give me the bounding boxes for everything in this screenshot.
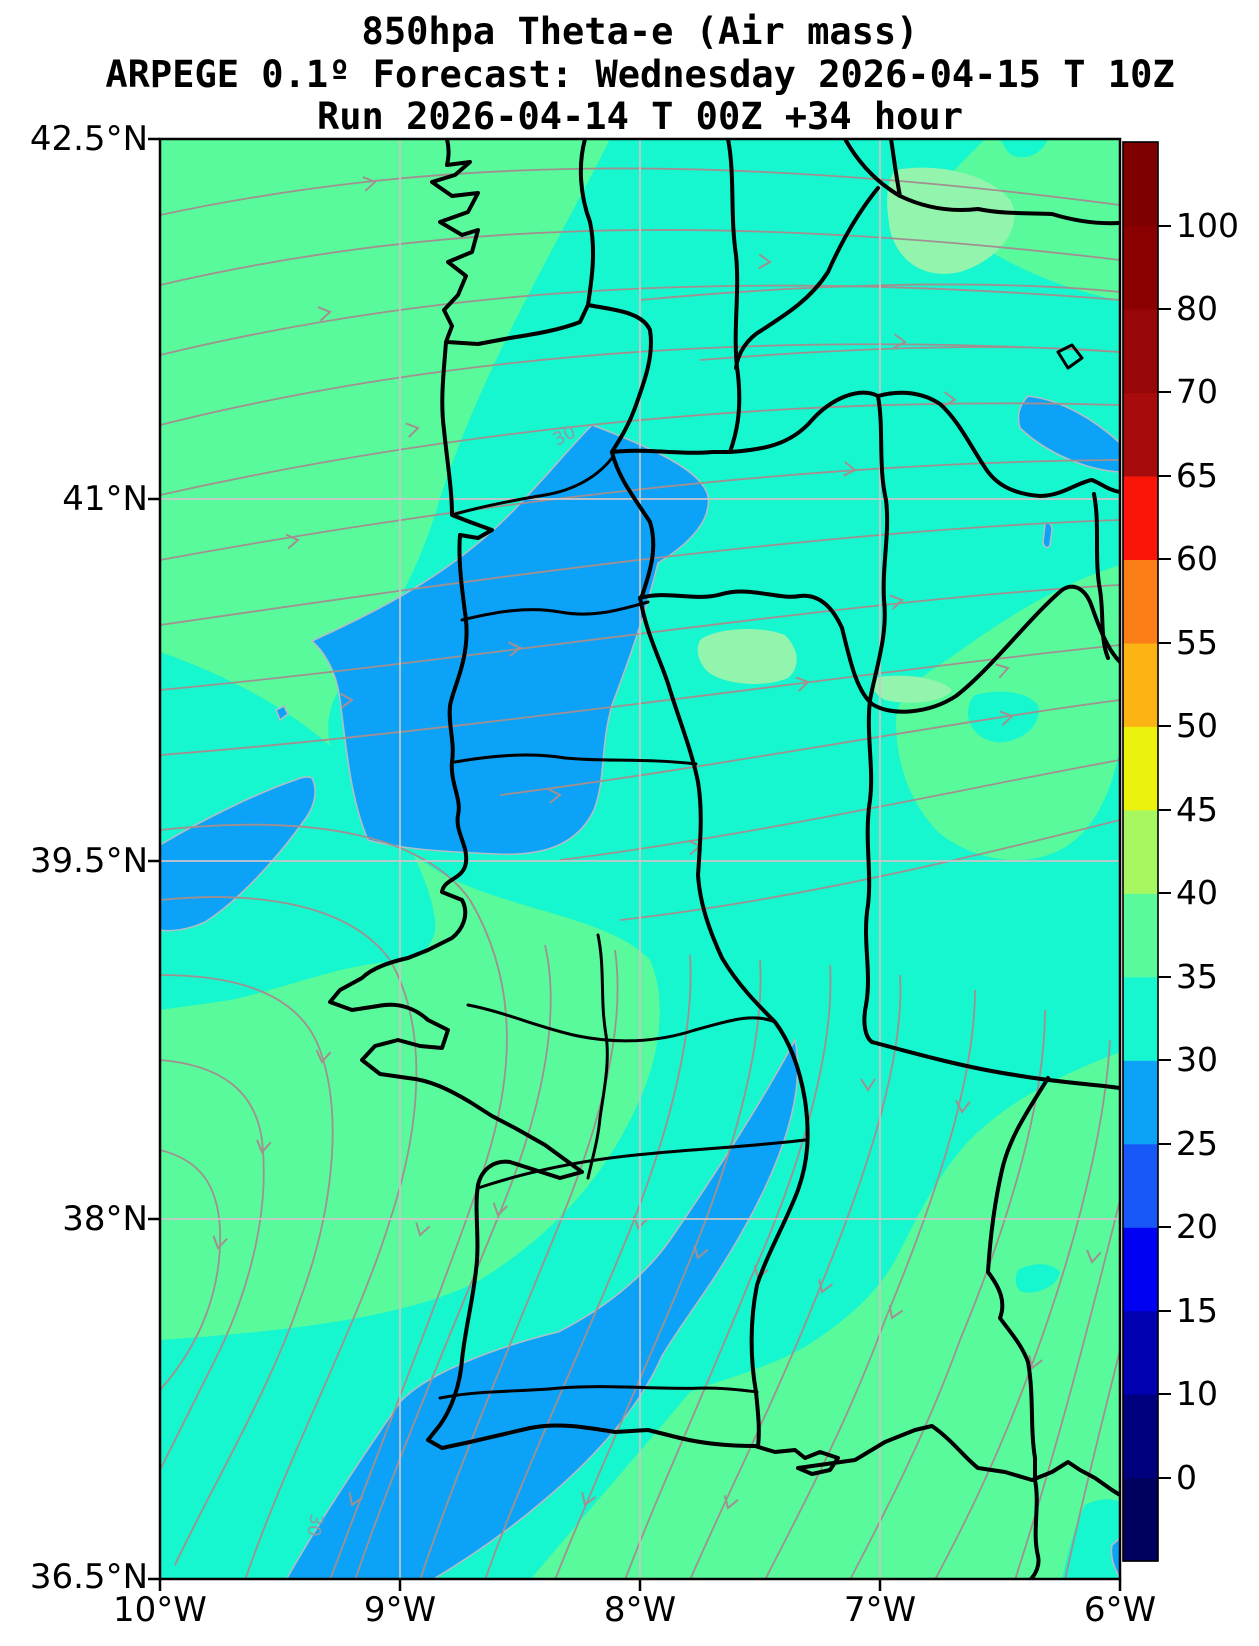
colorbar-tick-label: 30 [1176,1040,1218,1079]
border-andalucia-west [986,1076,1050,1579]
lat-tick-label: 42.5°N [29,119,148,159]
colorbar-segment-20-25 [1123,1143,1158,1228]
field-green-regions [160,139,1120,1579]
colorbar-segment-15-20 [1123,1227,1158,1312]
lon-tick-label: 9°W [363,1590,437,1630]
colorbar-segment-60-65 [1123,475,1158,560]
border-portugal-east [610,450,810,1448]
colorbar-outline [1122,141,1159,1562]
colorbar-segment-40-45 [1123,809,1158,894]
colorbar-tick-label: 40 [1176,873,1218,912]
colorbar-tick-label: 0 [1176,1458,1197,1497]
colorbar-segment-<0 [1123,1477,1158,1562]
district-borders [438,343,1084,1400]
chart-run-info: Run 2026-04-14 T 00Z +34 hour [316,95,963,138]
colorbar-tick-label: 55 [1176,623,1218,662]
lat-tick-label: 36.5°N [29,1557,148,1597]
border-extremadura-andalucia [870,1040,1120,1090]
colorbar-segment-65-70 [1123,392,1158,477]
lat-tick-label: 41°N [62,479,148,519]
contour-label-30: 30 [302,1512,327,1538]
lon-tick-label: 10°W [113,1590,207,1630]
colorbar-tick-label: 100 [1176,206,1239,245]
colorbar-segment-55-60 [1123,559,1158,644]
colorbar-segment-30-35 [1123,976,1158,1061]
colorbar-segment-10-15 [1123,1310,1158,1395]
colorbar-tick-label: 25 [1176,1124,1218,1163]
field-blue-regions [160,395,1120,1579]
lon-tick-label: 8°W [603,1590,677,1630]
chart-subtitle: ARPEGE 0.1º Forecast: Wednesday 2026-04-… [105,53,1175,96]
colorbar-tick-label: 60 [1176,539,1218,578]
border-castilla-horizontal [610,390,1120,498]
lon-tick-label: 6°W [1083,1590,1157,1630]
colorbar [1122,141,1171,1562]
border-north-branch [889,139,902,198]
border-galicia-castilla [726,139,742,454]
axis-tick-marks [148,137,1122,1591]
colorbar-segment-25-30 [1123,1060,1158,1145]
lat-tick-label: 38°N [62,1199,148,1239]
chart-title: 850hpa Theta-e (Air mass) [361,10,919,53]
border-mid-horizontal [638,584,1120,714]
border-galicia-portugal [445,139,596,346]
border-portugal-northeast [586,303,653,454]
colorbar-tick-label: 65 [1176,456,1218,495]
colorbar-tick-label: 35 [1176,957,1218,996]
colorbar-tick-label: 80 [1176,289,1218,328]
graticule-gridlines [160,139,1120,1579]
coastline [328,139,1120,1497]
colorbar-tick-label: 70 [1176,372,1218,411]
colorbar-segment-70-80 [1123,309,1158,394]
colorbar-segment-45-50 [1123,726,1158,811]
colorbar-tick-label: 45 [1176,790,1218,829]
colorbar-tick-label: 10 [1176,1374,1218,1413]
colorbar-segment->100 [1123,142,1158,227]
border-north-coast-spain [843,139,1120,226]
country-region-borders [328,139,1120,1579]
colorbar-tick-label: 15 [1176,1291,1218,1330]
border-right-vertical [1092,492,1110,660]
colorbar-segment-80-100 [1123,225,1158,310]
lon-tick-label: 7°W [843,1590,917,1630]
colorbar-tick-label: 20 [1176,1207,1218,1246]
colorbar-segment-50-55 [1123,642,1158,727]
colorbar-segment-35-40 [1123,893,1158,978]
border-spain-vertical-7w [862,394,890,1044]
map-area: 30 30 [160,139,1120,1579]
border-galicia-south [734,186,880,370]
lat-tick-label: 39.5°N [29,841,148,881]
colorbar-tick-label: 50 [1176,706,1218,745]
field-pale-green-patches [697,167,1015,703]
colorbar-segment-0-10 [1123,1394,1158,1479]
